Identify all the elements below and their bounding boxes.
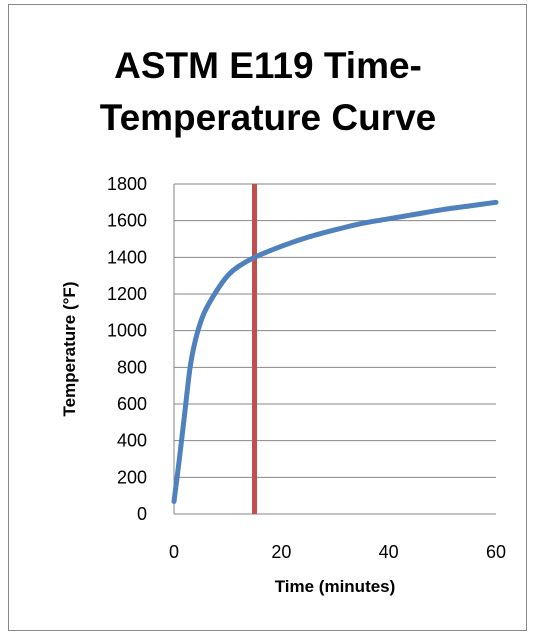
chart-title: ASTM E119 Time- Temperature Curve	[99, 45, 437, 138]
y-tick-labels: 0 200 400 600 800 1000 1200 1400 1600 1800	[107, 174, 147, 524]
y-tick-label: 1800	[107, 174, 147, 194]
y-axis-title: Temperature (°F)	[60, 282, 79, 417]
x-tick-label: 60	[486, 542, 506, 562]
y-tick-label: 400	[117, 431, 147, 451]
y-tick-label: 600	[117, 394, 147, 414]
y-tick-label: 200	[117, 467, 147, 487]
series-line	[171, 199, 499, 505]
y-tick-label: 1400	[107, 247, 147, 267]
series-lines	[171, 199, 499, 505]
y-tick-label: 1200	[107, 284, 147, 304]
y-tick-label: 0	[137, 504, 147, 524]
x-tick-labels: 0 20 40 60	[169, 542, 506, 562]
chart-frame	[8, 4, 527, 631]
x-tick-label: 20	[271, 542, 291, 562]
x-tick-label: 0	[169, 542, 179, 562]
y-tick-label: 800	[117, 357, 147, 377]
y-tick-label: 1000	[107, 321, 147, 341]
x-axis-title: Time (minutes)	[275, 577, 396, 596]
axes	[173, 184, 496, 515]
grid-lines	[174, 183, 496, 478]
x-tick-label: 40	[379, 542, 399, 562]
y-tick-label: 1600	[107, 211, 147, 231]
